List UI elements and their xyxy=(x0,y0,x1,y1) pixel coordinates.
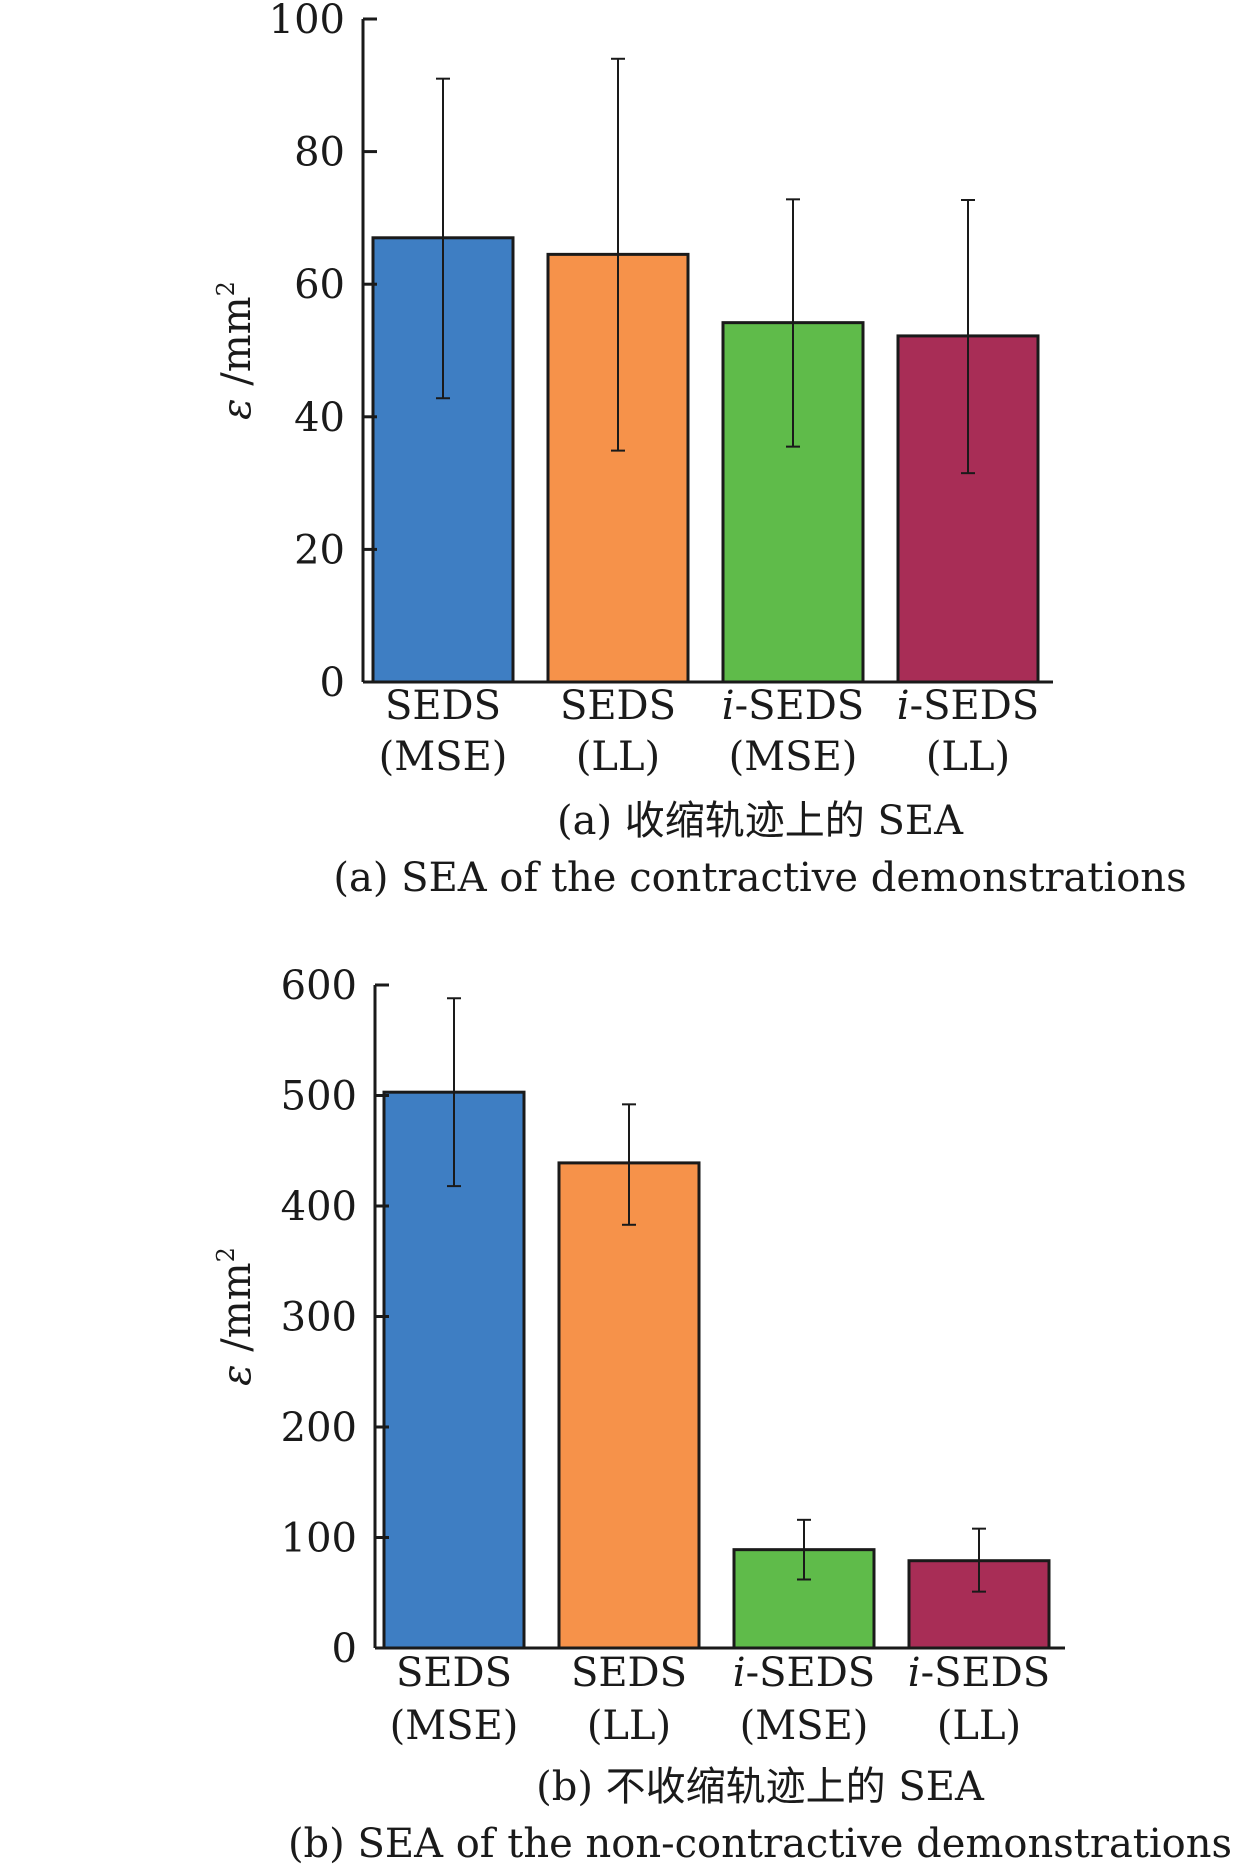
error-bar-b-1 xyxy=(447,997,461,1188)
bar-b-1 xyxy=(382,1090,526,1650)
y-tick-label-b-400: 400 xyxy=(281,1184,357,1230)
category-label-b-4-line1: i-SEDS xyxy=(908,1650,1050,1696)
error-bar-a-2 xyxy=(611,57,625,452)
category-label-a-2-line2: (LL) xyxy=(576,734,660,780)
category-label-b-2-line2: (LL) xyxy=(587,1703,671,1749)
y-tick-label-b-100: 100 xyxy=(281,1516,357,1562)
caption-en-b: (b) SEA of the non-contractive demonstra… xyxy=(288,1821,1232,1867)
caption-en-a: (a) SEA of the contractive demonstration… xyxy=(333,855,1186,901)
category-label-a-3-line1: i-SEDS xyxy=(722,683,864,729)
category-label-a-1-line1: SEDS xyxy=(385,683,501,729)
y-tick-label-b-600: 600 xyxy=(281,963,357,1009)
caption-cn-b: (b) 不收缩轨迹上的 SEA xyxy=(536,1764,985,1810)
error-bar-b-2 xyxy=(622,1103,636,1226)
y-axis-label-a: ε /mm2 xyxy=(212,281,260,420)
y-tick-label-a-40: 40 xyxy=(294,395,345,441)
y-tick-label-a-80: 80 xyxy=(294,130,345,176)
category-label-a-3-line2: (MSE) xyxy=(729,734,858,780)
caption-cn-a: (a) 收缩轨迹上的 SEA xyxy=(557,798,964,844)
chart-panel-b: 0 100 200 300 400 500 600 SEDS (MSE) SEDS (LL) i-SE… xyxy=(212,963,1232,1867)
y-tick-label-b-0: 0 xyxy=(332,1626,357,1672)
category-label-b-4-line2: (LL) xyxy=(937,1703,1021,1749)
category-label-a-4-line2: (LL) xyxy=(926,734,1010,780)
error-bar-a-1 xyxy=(436,77,450,400)
y-tick-label-b-200: 200 xyxy=(281,1405,357,1451)
error-bar-b-4 xyxy=(972,1527,986,1593)
y-tick-label-a-0: 0 xyxy=(320,660,345,706)
error-bar-a-4 xyxy=(961,198,975,475)
category-label-a-1-line2: (MSE) xyxy=(379,734,508,780)
category-label-b-1-line2: (MSE) xyxy=(390,1703,519,1749)
y-tick-label-a-20: 20 xyxy=(294,527,345,573)
y-tick-label-a-60: 60 xyxy=(294,262,345,308)
y-axis-label-b: ε /mm2 xyxy=(212,1247,260,1386)
y-tick-label-b-500: 500 xyxy=(281,1074,357,1120)
bar-b-2 xyxy=(557,1161,701,1650)
category-label-b-1-line1: SEDS xyxy=(396,1650,512,1696)
category-label-a-2-line1: SEDS xyxy=(560,683,676,729)
category-label-b-3-line1: i-SEDS xyxy=(733,1650,875,1696)
y-tick-label-b-300: 300 xyxy=(281,1295,357,1341)
category-label-b-2-line1: SEDS xyxy=(571,1650,687,1696)
category-label-a-4-line1: i-SEDS xyxy=(897,683,1039,729)
category-label-b-3-line2: (MSE) xyxy=(740,1703,869,1749)
error-bar-b-3 xyxy=(797,1518,811,1581)
chart-panel-a: 0 20 40 60 80 100 SEDS (MSE) SEDS (LL) i-SEDS (MSE)… xyxy=(212,0,1187,901)
y-tick-label-a-100: 100 xyxy=(269,0,345,43)
error-bar-a-3 xyxy=(786,198,800,448)
